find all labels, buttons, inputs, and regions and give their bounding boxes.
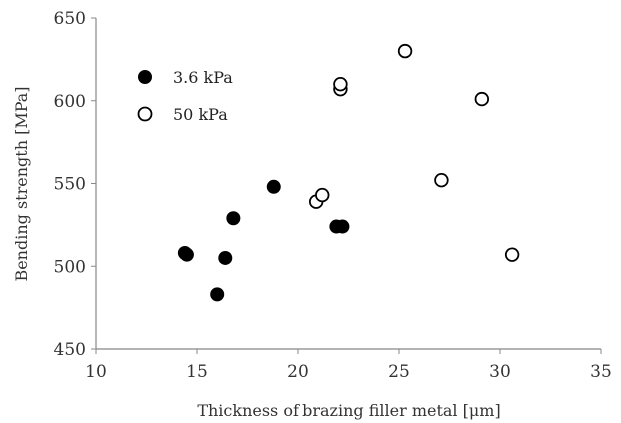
legend-label: 3.6 kPa <box>173 68 233 87</box>
data-point-50kpa <box>474 91 490 107</box>
y-axis-title: Bending strength [MPa] <box>12 86 31 281</box>
x-tick-label: 20 <box>287 362 309 382</box>
data-point-3-6kpa <box>266 179 281 194</box>
legend-label: 50 kPa <box>173 105 228 124</box>
legend-marker <box>137 106 153 122</box>
x-tick-label: 30 <box>489 362 511 382</box>
y-tick-label: 450 <box>54 340 86 360</box>
y-tick-label: 650 <box>54 9 86 29</box>
data-point-3-6kpa <box>226 211 241 226</box>
y-tick-label: 550 <box>54 175 86 195</box>
data-point-3-6kpa <box>218 250 233 265</box>
axes <box>95 18 601 350</box>
legend-marker <box>138 70 152 84</box>
data-point-3-6kpa <box>179 247 194 262</box>
legend: 3.6 kPa 50 kPa <box>137 68 233 124</box>
data-point-3-6kpa <box>335 219 350 234</box>
data-points <box>177 43 520 302</box>
data-point-50kpa <box>315 187 330 203</box>
y-tick-label: 500 <box>54 257 86 277</box>
x-tick-label: 35 <box>590 362 612 382</box>
data-point-3-6kpa <box>210 287 225 302</box>
ticks: 10 15 20 25 30 35 450 500 550 600 650 <box>54 9 612 382</box>
y-tick-label: 600 <box>54 92 86 112</box>
x-tick-label: 25 <box>388 362 410 382</box>
x-tick-label: 15 <box>186 362 208 382</box>
data-point-50kpa <box>397 43 413 59</box>
data-point-50kpa <box>333 76 348 92</box>
data-point-50kpa <box>504 247 520 262</box>
x-axis-title: Thickness of brazing filler metal [μm] <box>197 401 500 420</box>
x-tick-label: 10 <box>85 362 107 382</box>
data-point-50kpa <box>434 172 449 188</box>
